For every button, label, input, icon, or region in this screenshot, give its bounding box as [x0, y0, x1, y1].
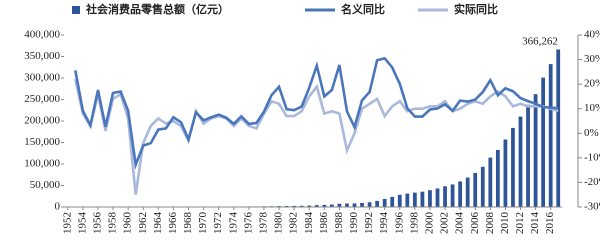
bar	[465, 177, 470, 207]
bar	[405, 193, 410, 207]
x-tick-label: 1968	[182, 212, 194, 235]
y-tick-label: 350,000	[24, 50, 60, 62]
bar	[511, 127, 515, 207]
bar	[299, 205, 304, 207]
x-tick-label: 2008	[484, 212, 496, 235]
y2-tick-label: 10%	[584, 102, 600, 114]
x-tick-label: 1994	[378, 212, 390, 235]
bar	[337, 203, 342, 207]
legend-swatch	[72, 6, 80, 14]
bar	[428, 190, 432, 207]
x-tick-label: 1962	[137, 212, 149, 234]
bar	[367, 202, 372, 207]
x-tick-label: 1992	[363, 212, 375, 234]
x-tick-label: 1988	[333, 212, 345, 235]
y-tick-label: 300,000	[24, 72, 60, 84]
x-tick-label: 1964	[152, 212, 164, 235]
bar	[382, 198, 387, 207]
bar	[556, 49, 561, 207]
x-tick-label: 2010	[499, 212, 511, 235]
y2-tick-label: -10%	[584, 151, 600, 163]
bar	[443, 186, 447, 207]
bar	[548, 64, 553, 207]
x-tick-label: 1986	[318, 212, 330, 235]
x-tick-label: 2006	[469, 212, 481, 235]
legend-label: 实际同比	[454, 2, 498, 16]
y2-tick-label: 30%	[584, 53, 600, 65]
x-tick-label: 1960	[122, 212, 134, 235]
x-tick-label: 1966	[167, 212, 179, 235]
bar	[329, 204, 334, 207]
x-tick-label: 2004	[454, 212, 466, 235]
bar	[345, 203, 349, 207]
x-tick-label: 2014	[529, 212, 541, 235]
x-tick-label: 2002	[439, 212, 451, 234]
bar	[480, 166, 485, 207]
bar	[314, 205, 319, 207]
bar	[375, 200, 380, 207]
bar	[458, 181, 463, 207]
bar	[495, 149, 500, 207]
x-tick-label: 1980	[273, 212, 285, 235]
x-tick-label: 1956	[91, 212, 103, 235]
bar	[390, 196, 395, 207]
x-tick-label: 1990	[348, 212, 360, 235]
y-tick-label: 400,000	[24, 29, 60, 41]
x-tick-label: 1974	[227, 212, 239, 235]
bar	[435, 188, 440, 207]
bar	[360, 202, 364, 207]
y2-tick-label: -20%	[584, 176, 600, 188]
bar	[284, 205, 289, 207]
x-tick-label: 1998	[408, 212, 420, 235]
x-tick-label: 1952	[61, 212, 73, 234]
bar	[352, 203, 357, 207]
bar	[307, 205, 312, 207]
bar	[503, 139, 508, 207]
bar	[292, 205, 297, 207]
x-tick-label: 1972	[212, 212, 224, 234]
y-tick-label: 200,000	[24, 115, 60, 127]
x-tick-label: 2016	[544, 212, 556, 235]
y2-tick-label: 40%	[584, 29, 600, 41]
x-tick-label: 1954	[76, 212, 88, 235]
x-tick-label: 2000	[423, 212, 435, 235]
x-tick-label: 1996	[393, 212, 405, 235]
bar	[412, 192, 417, 207]
y-tick-label: 50,000	[30, 179, 61, 191]
y-tick-label: 100,000	[24, 158, 60, 170]
line	[74, 56, 559, 170]
y2-tick-label: 0%	[584, 127, 599, 139]
bar	[533, 94, 538, 207]
bar	[450, 184, 455, 207]
bar	[322, 204, 327, 207]
line	[74, 78, 559, 195]
y-tick-label: 150,000	[24, 136, 60, 148]
y2-tick-label: 20%	[584, 78, 600, 90]
bar	[488, 157, 493, 207]
annotation: 366,262	[522, 36, 558, 48]
bar	[397, 194, 402, 207]
bar	[420, 191, 425, 207]
y-tick-label: 0	[55, 201, 61, 213]
x-tick-label: 2012	[514, 212, 526, 234]
y2-tick-label: -30%	[584, 201, 600, 213]
legend-label: 名义同比	[341, 2, 385, 16]
bar	[526, 104, 530, 207]
bar	[518, 116, 523, 207]
bar	[541, 77, 546, 207]
legend-label: 社会消费品零售总额（亿元）	[85, 2, 229, 16]
x-tick-label: 1984	[303, 212, 315, 235]
x-tick-label: 1970	[197, 212, 209, 235]
x-tick-label: 1982	[288, 212, 300, 234]
x-tick-label: 1978	[257, 212, 269, 235]
bar	[473, 172, 478, 207]
x-tick-label: 1976	[242, 212, 254, 235]
x-tick-label: 1958	[107, 212, 119, 235]
y-tick-label: 250,000	[24, 93, 60, 105]
